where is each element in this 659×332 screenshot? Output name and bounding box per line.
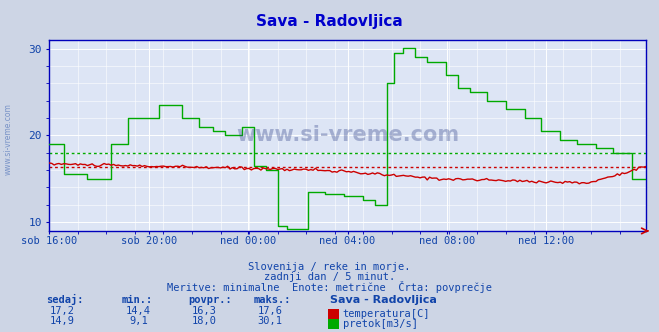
- Text: zadnji dan / 5 minut.: zadnji dan / 5 minut.: [264, 272, 395, 282]
- Text: www.si-vreme.com: www.si-vreme.com: [3, 104, 13, 175]
- Text: 18,0: 18,0: [192, 316, 217, 326]
- Text: sedaj:: sedaj:: [46, 294, 84, 305]
- Text: www.si-vreme.com: www.si-vreme.com: [236, 125, 459, 145]
- Text: Slovenija / reke in morje.: Slovenija / reke in morje.: [248, 262, 411, 272]
- Text: Sava - Radovljica: Sava - Radovljica: [256, 14, 403, 29]
- Text: maks.:: maks.:: [254, 295, 291, 305]
- Text: 17,2: 17,2: [50, 306, 75, 316]
- Text: Meritve: minimalne  Enote: metrične  Črta: povprečje: Meritve: minimalne Enote: metrične Črta:…: [167, 281, 492, 293]
- Text: 14,9: 14,9: [50, 316, 75, 326]
- Text: 30,1: 30,1: [258, 316, 283, 326]
- Text: 14,4: 14,4: [126, 306, 151, 316]
- Text: pretok[m3/s]: pretok[m3/s]: [343, 319, 418, 329]
- Text: Sava - Radovljica: Sava - Radovljica: [330, 295, 436, 305]
- Text: 17,6: 17,6: [258, 306, 283, 316]
- Text: temperatura[C]: temperatura[C]: [343, 309, 430, 319]
- Text: povpr.:: povpr.:: [188, 295, 231, 305]
- Text: min.:: min.:: [122, 295, 153, 305]
- Text: 16,3: 16,3: [192, 306, 217, 316]
- Text: 9,1: 9,1: [129, 316, 148, 326]
